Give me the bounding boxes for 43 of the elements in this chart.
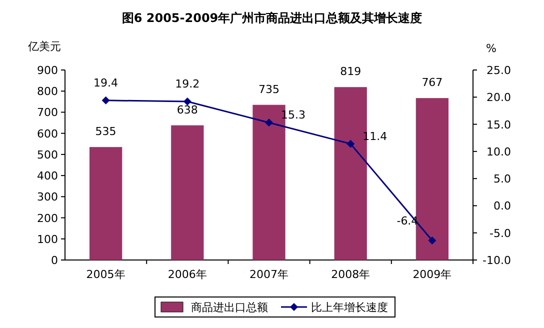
x-tick-label: 2006年 bbox=[168, 268, 207, 281]
x-tick-label: 2005年 bbox=[86, 268, 126, 281]
data-label: 535 bbox=[95, 125, 116, 138]
y-tick-label: 400 bbox=[37, 170, 58, 183]
point bbox=[102, 96, 110, 104]
chart-title: 图6 2005-2009年广州市商品进出口总额及其增长速度 bbox=[122, 11, 422, 25]
bar bbox=[416, 98, 449, 260]
x-tick-label: 2009年 bbox=[412, 268, 452, 281]
y-tick-label: 100 bbox=[37, 232, 58, 246]
bar bbox=[171, 125, 204, 260]
y2-tick-label: 0.0 bbox=[494, 200, 511, 213]
y-tick-label: 300 bbox=[37, 190, 58, 204]
point bbox=[265, 118, 273, 127]
y-tick-label: 0 bbox=[51, 254, 58, 267]
y2-tick-label: 20.0 bbox=[486, 91, 511, 104]
data-label: 819 bbox=[340, 65, 362, 78]
y2-tick-label: 15.0 bbox=[486, 118, 511, 132]
data-label: 19.2 bbox=[175, 77, 200, 90]
y-tick-label: 800 bbox=[37, 85, 58, 98]
x-tick-label: 2008年 bbox=[331, 268, 370, 281]
point bbox=[346, 140, 355, 148]
y2-tick-label: 10.0 bbox=[486, 145, 511, 158]
x-tick-label: 2007年 bbox=[250, 268, 288, 281]
data-label: 767 bbox=[422, 76, 443, 90]
y-axis-title: 亿美元 bbox=[27, 40, 61, 53]
y-tick-label: 900 bbox=[37, 64, 58, 77]
y2-axis-title: % bbox=[486, 42, 496, 55]
y2-tick-label: 5.0 bbox=[494, 172, 511, 186]
y-tick-label: 600 bbox=[37, 127, 58, 140]
data-label: 19.4 bbox=[94, 76, 118, 90]
y-tick-label: 500 bbox=[37, 148, 58, 162]
y-tick-label: 200 bbox=[37, 212, 58, 225]
y-tick-label: 700 bbox=[37, 106, 58, 120]
y2-tick-label: -5.0 bbox=[490, 226, 511, 240]
data-label: 638 bbox=[176, 103, 198, 116]
point bbox=[183, 97, 192, 106]
legend-label: 比上年增长速度 bbox=[311, 301, 388, 314]
bar bbox=[89, 147, 122, 260]
point bbox=[428, 236, 436, 244]
legend-label: 商品进出口总额 bbox=[191, 301, 268, 314]
data-label: 735 bbox=[258, 82, 280, 96]
y2-tick-label: 25.0 bbox=[486, 64, 511, 77]
y2-tick-label: -10.0 bbox=[482, 254, 511, 267]
